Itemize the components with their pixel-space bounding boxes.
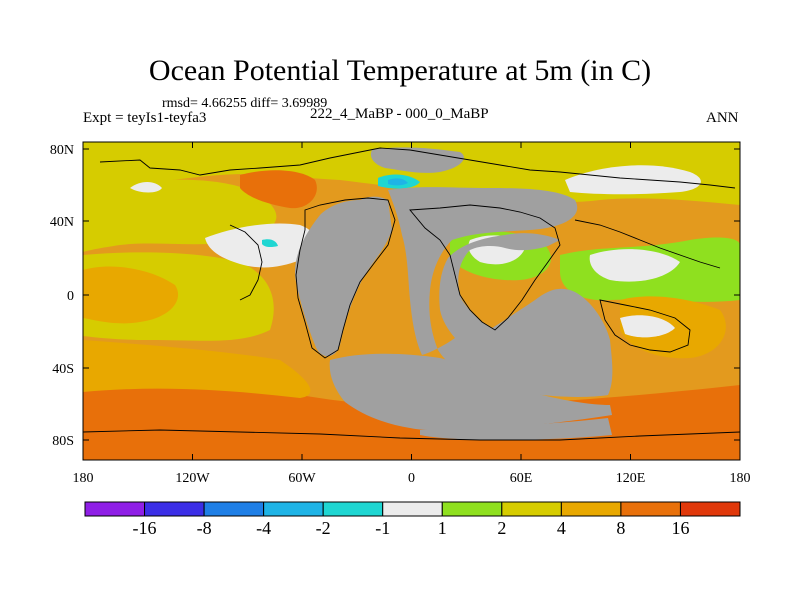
neutral-patch-east [589, 249, 680, 282]
land-north-america [295, 196, 392, 357]
period-label: 222_4_MaBP - 000_0_MaBP [310, 106, 489, 122]
coastline-east [409, 204, 561, 331]
neutral-patch-south-east [620, 315, 675, 338]
colorbar-label: 4 [557, 518, 566, 538]
map-field [83, 142, 740, 460]
neutral-patch-tropical-west [205, 223, 316, 268]
colorbar-swatch [203, 501, 265, 517]
experiment-label: Expt = teyIs1-teyfa3 [83, 110, 207, 126]
colorbar-labels: -16 -8 -4 -2 -1 1 2 4 8 16 [133, 518, 690, 538]
latitude-labels: 80N 40N 0 40S 80S [50, 143, 74, 449]
coastline-outline [82, 147, 741, 441]
colorbar-label: -2 [316, 518, 331, 538]
south-midlat-band [83, 340, 311, 398]
colorbar-swatch [679, 501, 741, 517]
lat-label: 80S [52, 434, 74, 449]
colorbar-label: 16 [671, 518, 689, 538]
lon-label: 180 [730, 471, 751, 486]
colorbar-swatch [441, 501, 503, 517]
neutral-patch-pacific-north [130, 182, 162, 193]
pacific-orange-patch [83, 266, 179, 324]
colorbar-label: 1 [438, 518, 447, 538]
lon-label: 120E [616, 471, 646, 486]
lat-label: 40N [50, 215, 74, 230]
coastline-west [229, 224, 263, 301]
stats-label: rmsd= 4.66255 diff= 3.69989 [162, 96, 328, 111]
north-atlantic-warm-patch [240, 170, 317, 209]
coastline-central [295, 197, 396, 359]
land-southern-strip [420, 418, 612, 440]
lon-label: 120W [175, 471, 210, 486]
colorbar-swatch [84, 501, 146, 517]
cold-patch-tropical-west [262, 239, 278, 248]
colorbar-swatch [501, 501, 562, 517]
colorbar-swatch [560, 501, 622, 517]
colorbar-label: -4 [256, 518, 271, 538]
colorbar-swatch [144, 501, 205, 517]
colorbar-swatch [322, 501, 384, 517]
lon-label: 60W [288, 471, 316, 486]
lat-label: 0 [67, 289, 74, 304]
cold-patch-arctic-core [388, 178, 408, 186]
colorbar-label: -8 [197, 518, 212, 538]
colorbar-label: -16 [133, 518, 157, 538]
neutral-patch-asia [565, 165, 701, 195]
lat-label: 80N [50, 143, 74, 158]
coastline-far-east [574, 219, 721, 269]
colorbar-label: 2 [497, 518, 506, 538]
colorbar-swatch [382, 501, 443, 517]
lat-label: 40S [52, 362, 74, 377]
lon-label: 180 [73, 471, 94, 486]
longitude-labels: 180 120W 60W 0 60E 120E 180 [73, 471, 751, 486]
coastline-north [99, 147, 736, 189]
coastline-south [82, 429, 741, 441]
colorbar-label: 8 [616, 518, 625, 538]
lon-label: 60E [510, 471, 533, 486]
axis-ticks [82, 142, 741, 460]
colorbar [84, 501, 741, 517]
colorbar-label: -1 [375, 518, 390, 538]
land-south-landmass [329, 353, 612, 431]
colorbar-swatch [620, 501, 681, 517]
colorbar-swatch [263, 501, 324, 517]
coastline-southeast [599, 299, 691, 353]
land-arctic-south [370, 147, 464, 173]
map-title: Ocean Potential Temperature at 5m (in C) [148, 54, 652, 87]
lon-label: 0 [408, 471, 415, 486]
land-eurasia [388, 187, 613, 397]
season-label: ANN [706, 110, 739, 126]
